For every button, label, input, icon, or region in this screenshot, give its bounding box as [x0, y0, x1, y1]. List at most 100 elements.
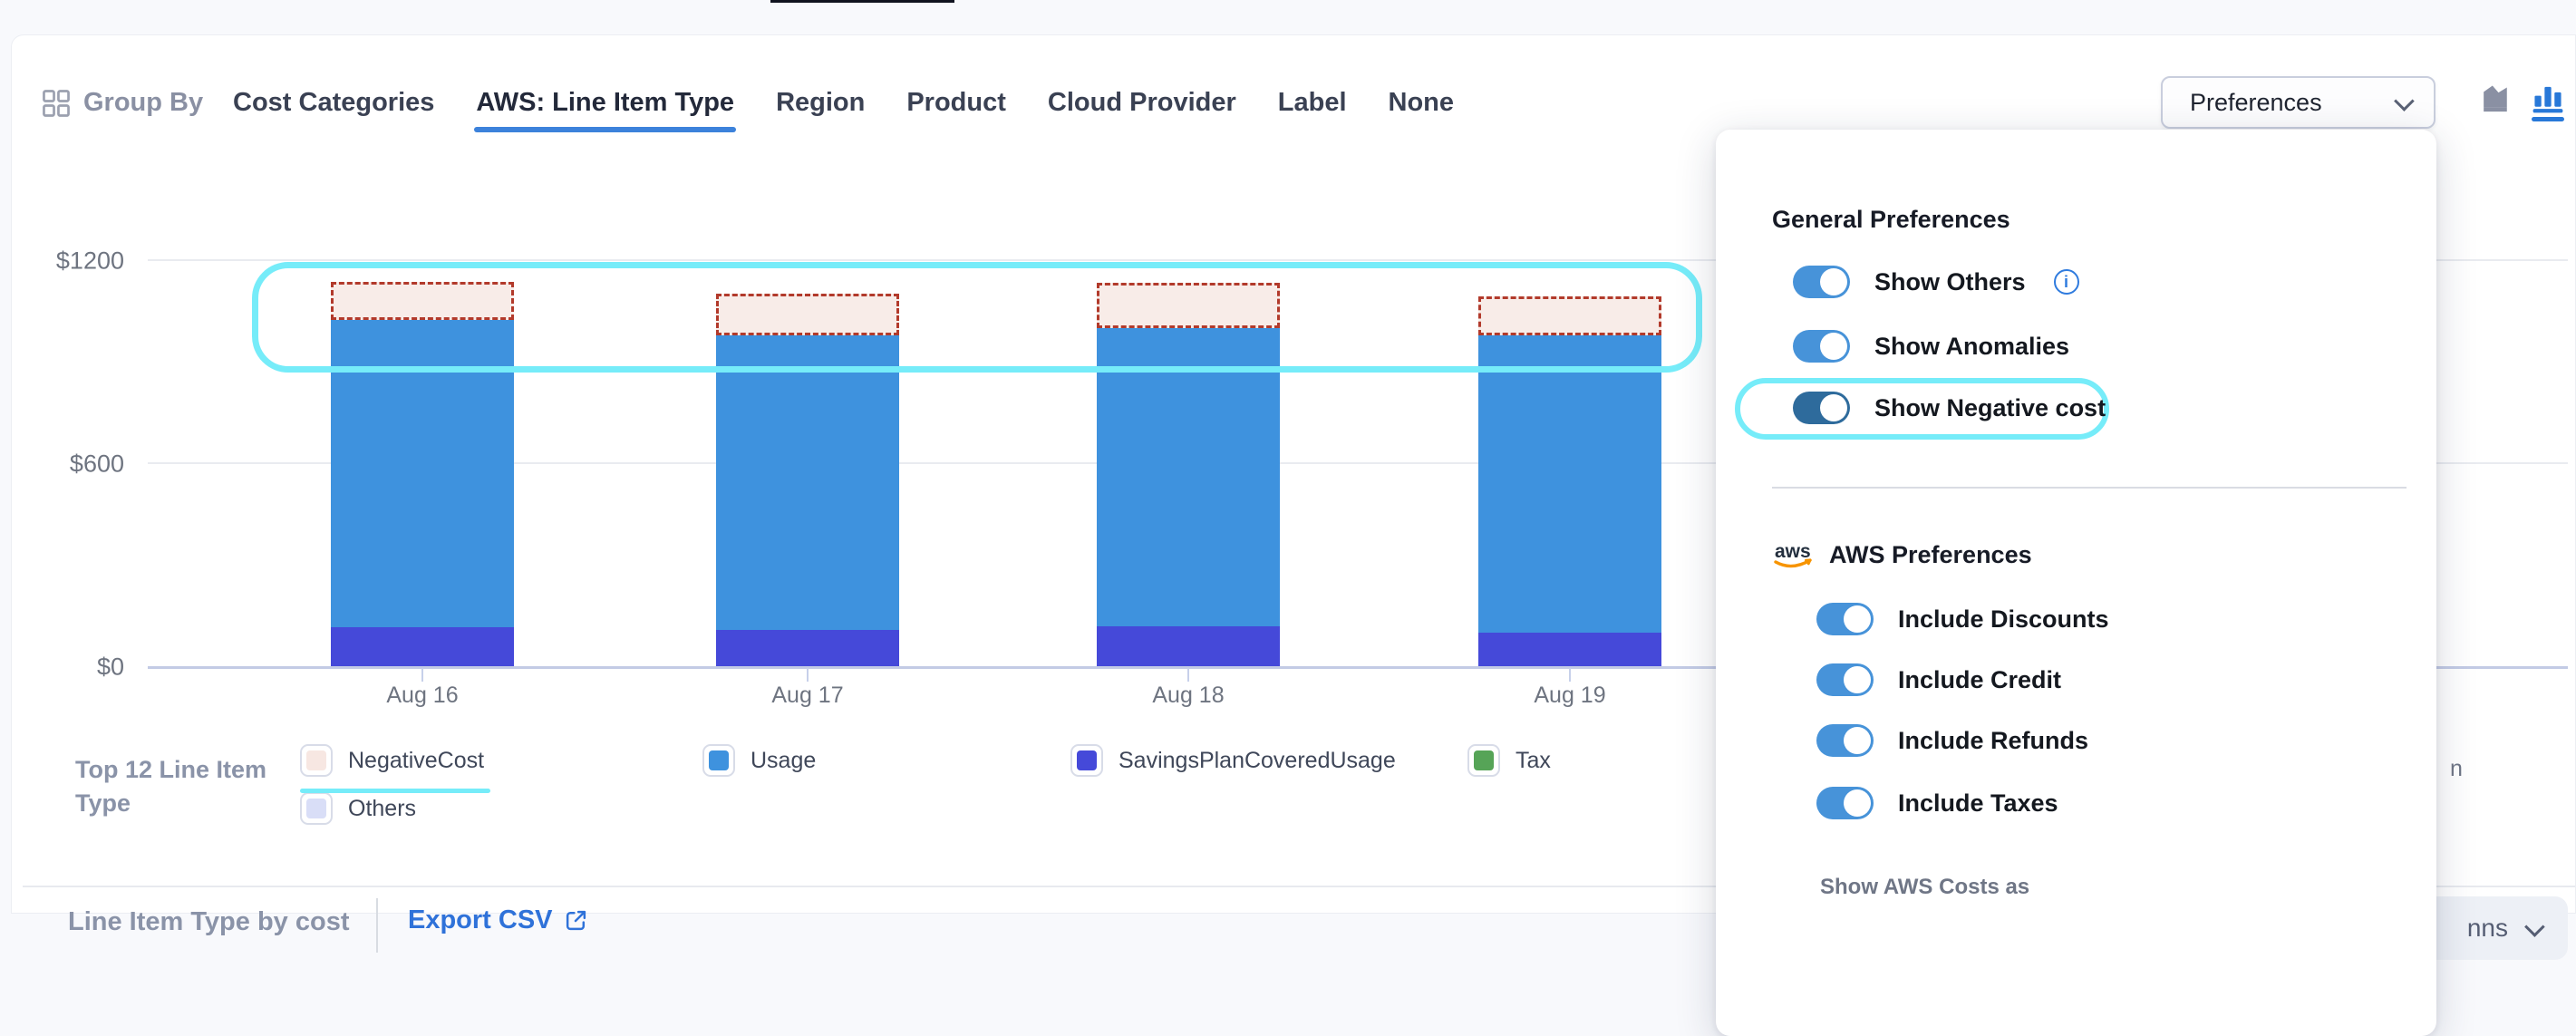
panel-divider — [1772, 487, 2407, 489]
toggle-label: Show Anomalies — [1874, 332, 2070, 360]
toggle-row-include-discounts: Include Discounts — [1816, 603, 2109, 635]
toggle-show-anomalies[interactable] — [1793, 330, 1850, 363]
show-negative-cost-highlight — [1735, 378, 2109, 440]
legend-swatch-savingsplancoveredusage — [1070, 744, 1103, 777]
legend-swatch-color — [306, 799, 326, 818]
preferences-button[interactable]: Preferences — [2161, 76, 2436, 129]
bar-segment-savingsplancoveredusage[interactable] — [716, 630, 899, 666]
group-by-tabs: Cost Categories AWS: Line Item Type Region… — [231, 82, 1456, 132]
top-edge-artifact — [770, 0, 954, 3]
negative-cost-highlight-rect — [252, 262, 1702, 373]
preferences-panel: General Preferences Show Others i Show Ano… — [1716, 130, 2436, 1036]
page: Group By Cost Categories AWS: Line Item T… — [11, 0, 2576, 960]
negative-cost-legend-highlight — [300, 789, 490, 793]
x-axis-tick — [807, 668, 809, 682]
bar-chart-icon[interactable] — [2530, 82, 2566, 126]
legend-item-negativecost[interactable]: NegativeCost — [300, 744, 484, 777]
tab-cloud-provider[interactable]: Cloud Provider — [1047, 88, 1236, 117]
bar-segment-savingsplancoveredusage[interactable] — [331, 627, 514, 666]
legend-swatch-color — [1077, 750, 1097, 770]
partial-legend-text: n — [2450, 756, 2463, 781]
legend-label: SavingsPlanCoveredUsage — [1119, 747, 1396, 773]
legend-label: NegativeCost — [348, 747, 485, 773]
legend-swatch-usage — [702, 744, 735, 777]
bar-segment-usage[interactable] — [1097, 328, 1280, 626]
tab-label[interactable]: Label — [1277, 88, 1347, 117]
toggle-row-show-others: Show Others i — [1793, 266, 2079, 298]
toggle-label: Include Refunds — [1898, 726, 2089, 754]
toggle-include-taxes[interactable] — [1816, 787, 1874, 819]
toggle-knob — [1820, 394, 1847, 421]
bar-segment-negativecost[interactable] — [1478, 295, 1661, 335]
legend-swatch-color — [1474, 750, 1494, 770]
toggle-label: Include Credit — [1898, 665, 2062, 693]
legend-label: Others — [348, 795, 417, 821]
aws-logo-icon: aws — [1774, 541, 1812, 568]
info-icon[interactable]: i — [2053, 269, 2079, 295]
toggle-knob — [1844, 666, 1871, 693]
tab-cost-categories[interactable]: Cost Categories — [233, 88, 435, 117]
x-axis-tick — [1187, 668, 1189, 682]
toggle-include-credit[interactable] — [1816, 663, 1874, 696]
tab-product[interactable]: Product — [906, 88, 1006, 117]
bar-segment-negativecost[interactable] — [331, 281, 514, 321]
toggle-include-discounts[interactable] — [1816, 603, 1874, 635]
bar-segment-savingsplancoveredusage[interactable] — [1478, 633, 1661, 666]
gridline — [148, 259, 2568, 261]
toggle-row-include-refunds: Include Refunds — [1816, 724, 2088, 757]
y-axis-tick-label: $1200 — [55, 247, 124, 275]
legend-swatch-tax — [1467, 744, 1500, 777]
tab-region[interactable]: Region — [776, 88, 866, 117]
show-aws-costs-as-label: Show AWS Costs as — [1820, 875, 2030, 899]
aws-preferences-title: aws AWS Preferences — [1772, 539, 2032, 570]
toggle-knob — [1844, 727, 1871, 754]
toggle-row-include-credit: Include Credit — [1816, 663, 2061, 696]
legend-swatch-negativecost — [300, 744, 333, 777]
toggle-row-include-taxes: Include Taxes — [1816, 787, 2058, 819]
group-by-label: Group By — [83, 88, 204, 117]
footer-vertical-divider — [376, 898, 378, 953]
x-axis-tick — [1569, 668, 1571, 682]
toggle-include-refunds[interactable] — [1816, 724, 1874, 757]
legend-label: Tax — [1516, 747, 1551, 773]
legend-item-savingsplancoveredusage[interactable]: SavingsPlanCoveredUsage — [1070, 744, 1396, 777]
tab-none[interactable]: None — [1388, 88, 1455, 117]
chevron-down-icon — [2394, 91, 2415, 111]
chevron-down-icon — [2524, 916, 2545, 937]
legend-label: Usage — [751, 747, 817, 773]
tab-aws-line-item-type[interactable]: AWS: Line Item Type — [474, 82, 736, 132]
gridline — [148, 462, 2568, 464]
legend-swatch-color — [306, 750, 326, 770]
general-preferences-title: General Preferences — [1772, 206, 2010, 233]
bar-segment-usage[interactable] — [1478, 334, 1661, 634]
legend-title: Top 12 Line Item Type — [75, 756, 267, 817]
preferences-button-label: Preferences — [2190, 88, 2322, 116]
columns-dropdown-label: nns — [2466, 914, 2508, 942]
toggle-label: Include Discounts — [1898, 605, 2109, 633]
group-by-label-container: Group By — [42, 88, 203, 118]
toggle-label: Show Others — [1874, 267, 2026, 295]
export-csv-link[interactable]: Export CSV — [408, 905, 588, 935]
columns-dropdown-partial[interactable]: nns — [2416, 896, 2568, 960]
toggle-show-others[interactable] — [1793, 266, 1850, 298]
bar-segment-negativecost[interactable] — [1097, 283, 1280, 329]
export-csv-label: Export CSV — [408, 905, 553, 934]
toggle-row-show-negative-cost: Show Negative cost — [1793, 392, 2106, 424]
bar-chart-active-indicator — [2532, 117, 2564, 121]
grid-icon — [43, 89, 70, 117]
legend-item-others[interactable]: Others — [300, 792, 416, 825]
toggle-show-negative-cost[interactable] — [1793, 392, 1850, 424]
toggle-label: Include Taxes — [1898, 789, 2058, 817]
bar-segment-savingsplancoveredusage[interactable] — [1097, 625, 1280, 666]
area-chart-icon[interactable] — [2478, 82, 2514, 126]
toggle-knob — [1820, 268, 1847, 295]
svg-text:aws: aws — [1775, 541, 1811, 562]
bar-segment-usage[interactable] — [716, 334, 899, 631]
aws-preferences-title-text: AWS Preferences — [1829, 540, 2032, 568]
bar-segment-negativecost[interactable] — [716, 293, 899, 335]
legend-item-usage[interactable]: Usage — [702, 744, 816, 777]
external-link-icon — [566, 910, 586, 931]
legend-item-tax[interactable]: Tax — [1467, 744, 1551, 777]
toggle-knob — [1820, 333, 1847, 360]
y-axis-tick-label: $600 — [69, 450, 124, 478]
